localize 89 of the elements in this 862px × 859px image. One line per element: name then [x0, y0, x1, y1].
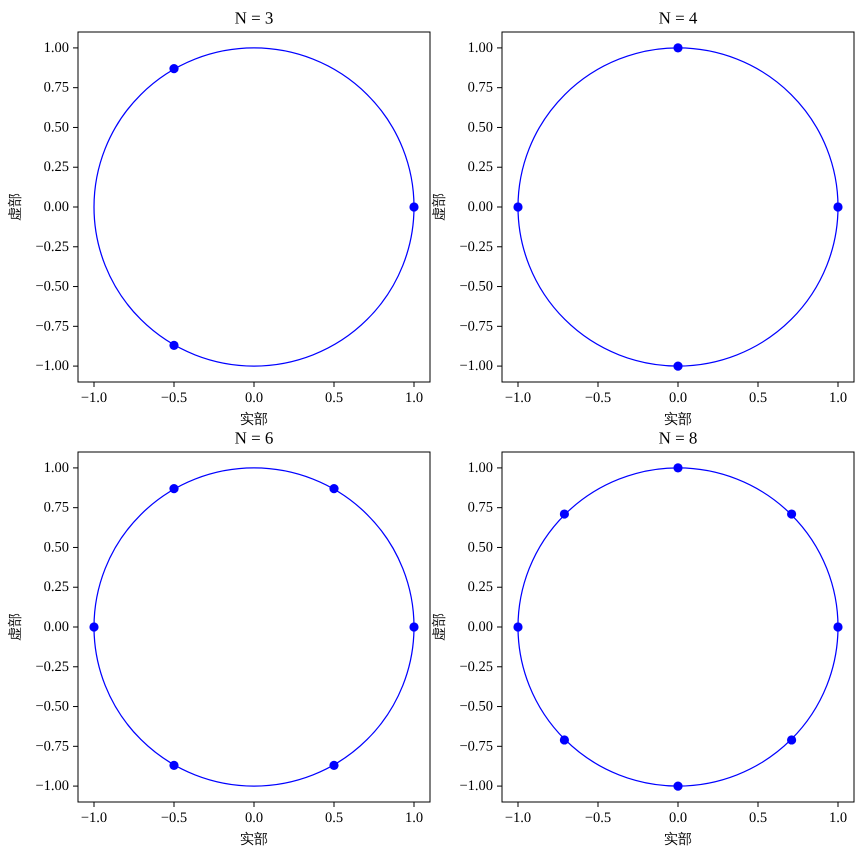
ytick: −0.25: [459, 658, 493, 675]
ylabel: 虚部: [8, 613, 24, 641]
ytick: −0.50: [35, 698, 69, 715]
point: [169, 340, 179, 350]
ytick: 1.00: [468, 460, 493, 476]
ytick: 0.75: [44, 500, 69, 516]
xtick: 1.0: [828, 390, 848, 406]
ytick: −1.00: [459, 778, 493, 794]
point: [833, 202, 843, 212]
ytick: 0.25: [468, 159, 493, 176]
ytick: −1.00: [35, 358, 69, 374]
title: N = 4: [658, 8, 698, 28]
point: [787, 735, 796, 745]
ytick: 0.00: [44, 619, 69, 635]
ytick: 0.75: [468, 500, 493, 516]
ytick: 0.25: [44, 159, 69, 176]
point: [560, 735, 569, 745]
point: [673, 361, 683, 371]
ytick: 0.50: [44, 539, 69, 556]
ytick: −0.25: [35, 658, 69, 675]
xtick: 0.5: [324, 810, 344, 826]
point: [513, 622, 523, 632]
ytick: −0.25: [459, 238, 493, 255]
xtick: 1.0: [404, 810, 424, 826]
ytick: −0.75: [35, 318, 69, 334]
title: N = 6: [234, 428, 274, 448]
point: [409, 622, 419, 632]
ytick: 0.50: [44, 119, 69, 136]
xtick: 0.0: [668, 390, 688, 406]
point: [329, 484, 339, 494]
xtick: −0.5: [160, 810, 188, 826]
ytick: 0.25: [44, 579, 69, 596]
xtick: 0.5: [748, 390, 768, 406]
ytick: −0.75: [459, 738, 493, 754]
xtick: −1.0: [504, 810, 532, 826]
xtick: 0.0: [244, 810, 264, 826]
ytick: 1.00: [44, 40, 69, 56]
point: [169, 484, 179, 494]
ylabel: 虚部: [432, 613, 448, 641]
ytick: −0.50: [459, 698, 493, 715]
ytick: 0.25: [468, 579, 493, 596]
xtick: 0.5: [748, 810, 768, 826]
point: [169, 760, 179, 770]
point: [673, 43, 683, 53]
point: [560, 509, 569, 519]
ytick: 1.00: [468, 40, 493, 56]
point: [787, 509, 796, 519]
ytick: 0.75: [468, 80, 493, 96]
point: [89, 622, 99, 632]
point: [409, 202, 419, 212]
xtick: 1.0: [404, 390, 424, 406]
title: N = 8: [658, 428, 698, 448]
ytick: −0.50: [459, 278, 493, 295]
point: [833, 622, 843, 632]
point: [513, 202, 523, 212]
ytick: −1.00: [35, 778, 69, 794]
ytick: −0.75: [35, 738, 69, 754]
title: N = 3: [234, 8, 274, 28]
point: [673, 463, 683, 473]
ytick: 0.75: [44, 80, 69, 96]
ytick: 1.00: [44, 460, 69, 476]
ylabel: 虚部: [432, 193, 448, 221]
xtick: 0.0: [668, 810, 688, 826]
xtick: 0.0: [244, 390, 264, 406]
ytick: 0.00: [44, 199, 69, 215]
point: [169, 64, 179, 74]
xlabel: 实部: [664, 832, 692, 848]
xlabel: 实部: [664, 412, 692, 428]
xtick: −1.0: [80, 810, 108, 826]
xtick: −0.5: [160, 390, 188, 406]
xtick: 1.0: [828, 810, 848, 826]
ytick: −1.00: [459, 358, 493, 374]
xtick: 0.5: [324, 390, 344, 406]
xtick: −1.0: [504, 390, 532, 406]
point: [673, 781, 683, 791]
ytick: −0.50: [35, 278, 69, 295]
ytick: 0.00: [468, 199, 493, 215]
ytick: 0.50: [468, 539, 493, 556]
xtick: −1.0: [80, 390, 108, 406]
ytick: −0.25: [35, 238, 69, 255]
xlabel: 实部: [240, 412, 268, 428]
xlabel: 实部: [240, 832, 268, 848]
point: [329, 760, 339, 770]
ytick: 0.00: [468, 619, 493, 635]
ytick: −0.75: [459, 318, 493, 334]
xtick: −0.5: [584, 810, 612, 826]
ylabel: 虚部: [8, 193, 24, 221]
xtick: −0.5: [584, 390, 612, 406]
ytick: 0.50: [468, 119, 493, 136]
